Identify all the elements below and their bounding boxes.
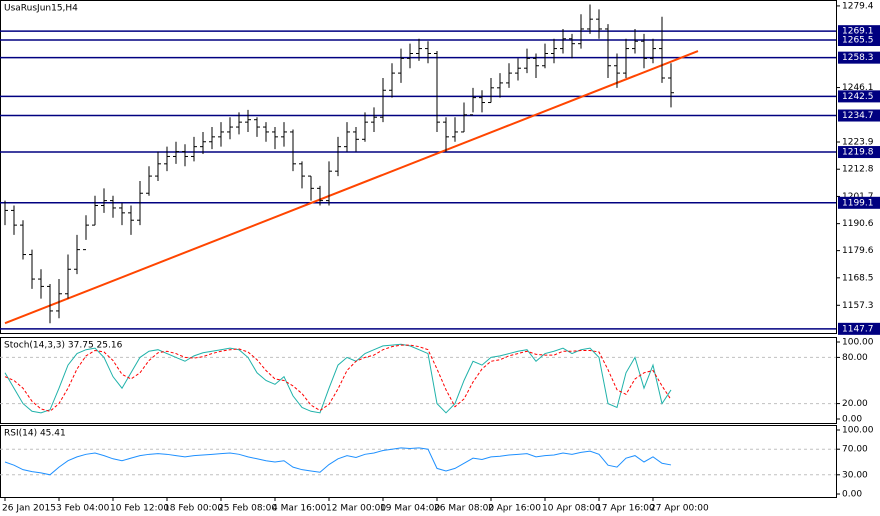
- y-tick-label: 20.00: [842, 399, 868, 409]
- y-tick-label: 100.00: [842, 425, 874, 435]
- stoch-panel: [0, 337, 837, 424]
- y-tick-label: 1190.6: [842, 219, 874, 229]
- x-tick-label: 27 Apr 00:00: [650, 504, 709, 514]
- x-tick-label: 25 Feb 08:00: [218, 504, 277, 514]
- level-box: [838, 196, 880, 209]
- y-tick-label: 1279.4: [842, 1, 874, 11]
- series-line: [4, 343, 672, 414]
- x-tick-label: 12 Mar 00:00: [326, 504, 386, 514]
- x-tick-label: 18 Feb 00:00: [164, 504, 223, 514]
- y-tick-label: 1157.3: [842, 301, 874, 311]
- y-tick-label: 1168.5: [842, 273, 874, 283]
- x-tick-label: 26 Mar 08:00: [434, 504, 494, 514]
- series-line: [4, 344, 672, 412]
- level-label: 1258.3: [842, 53, 874, 63]
- level-label: 1269.1: [842, 27, 874, 37]
- x-tick-label: 10 Feb 12:00: [110, 504, 169, 514]
- x-tick-label: 2 Apr 16:00: [488, 504, 541, 514]
- level-box: [838, 90, 880, 103]
- level-box: [838, 109, 880, 122]
- y-tick-label: 0.00: [842, 414, 862, 424]
- y-tick-label: 30.00: [842, 470, 868, 480]
- level-label: 1199.1: [842, 198, 874, 208]
- level-box: [838, 51, 880, 64]
- level-box: [838, 322, 880, 335]
- y-tick-label: 0.00: [842, 489, 862, 499]
- x-tick-label: 17 Apr 16:00: [596, 504, 655, 514]
- rsi-panel: [0, 425, 837, 498]
- y-tick-label: 1212.8: [842, 165, 874, 175]
- rsi-title: RSI(14) 45.41: [4, 429, 66, 439]
- x-tick-label: 10 Apr 08:00: [542, 504, 601, 514]
- y-tick-label: 1246.1: [842, 83, 874, 93]
- series-line: [4, 447, 672, 476]
- level-label: 1234.7: [842, 111, 874, 121]
- level-label: 1219.8: [842, 148, 874, 158]
- stoch-title: Stoch(14,3,3) 37.75 25.16: [4, 341, 123, 351]
- chart-title: UsaRusJun15,H4: [4, 4, 78, 14]
- level-box: [838, 146, 880, 159]
- level-label: 1242.5: [842, 92, 874, 102]
- y-tick-label: 80.00: [842, 353, 868, 363]
- level-label: 1265.5: [842, 36, 874, 46]
- main-panel: [0, 0, 837, 334]
- level-label: 1147.7: [842, 324, 874, 334]
- x-tick-label: 19 Mar 04:00: [380, 504, 440, 514]
- y-tick-label: 100.00: [842, 338, 874, 348]
- y-tick-label: 1223.9: [842, 138, 874, 148]
- x-tick-label: 26 Jan 2015: [2, 504, 56, 514]
- x-tick-label: 3 Feb 04:00: [56, 504, 110, 514]
- y-tick-label: 70.00: [842, 445, 868, 455]
- x-tick-label: 4 Mar 16:00: [272, 504, 327, 514]
- level-box: [838, 34, 880, 47]
- trend-line: [4, 50, 699, 325]
- y-tick-label: 1179.6: [842, 246, 874, 256]
